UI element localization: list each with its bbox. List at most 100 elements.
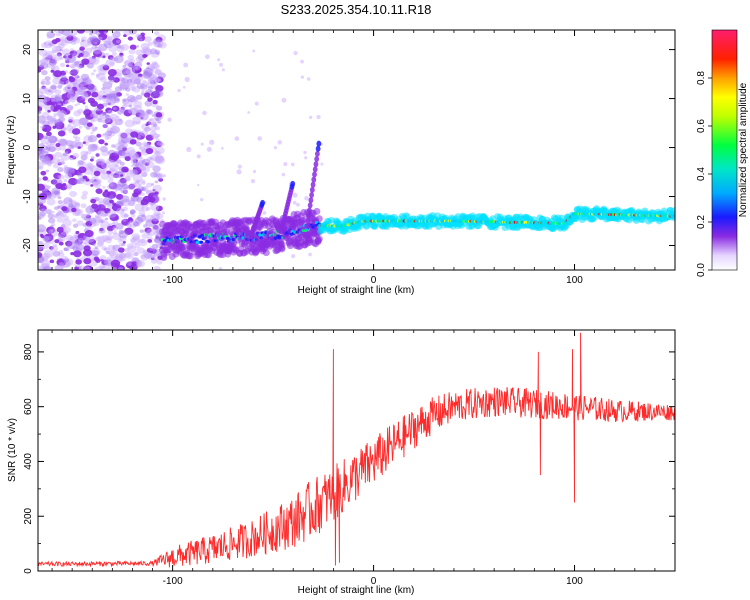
spectrogram-noise-blob [155,156,166,165]
spectrogram-noise-blob [42,252,51,260]
spectrogram-noise-blob [136,223,140,226]
spectrogram-noise-blob [66,91,76,99]
spectrogram-noise-blob [154,146,165,155]
spectrogram-noise-blob [132,116,142,124]
spectrogram-noise-blob [134,66,139,70]
spectrogram-noise-blob [63,247,68,252]
spectrogram-noise-blob [130,209,136,214]
spectrogram-noise-blob [109,250,119,258]
spectrogram-noise-blob [119,252,127,259]
spectrogram-noise-blob [46,198,56,206]
spectrogram-noise-blob [88,32,93,36]
spectrogram-noise-blob [111,51,117,57]
spectrogram-noise-blob [144,126,151,132]
spectrogram-noise-blob [91,38,101,46]
spectrogram-noise-blob [130,237,137,243]
spectrogram-noise-blob [77,232,87,241]
spectrogram-noise-blob [78,64,83,69]
spectrogram-noise-blob [122,98,127,102]
spectrogram-noise-blob [150,121,157,127]
spectrogram-noise-blob [94,266,103,270]
spectrogram-noise-blob [154,39,164,48]
spectrogram-noise-blob [60,40,68,46]
spectrogram-noise-blob [153,210,161,217]
spectrogram-noise-blob [107,75,115,81]
spectrogram-y-tick-label: 0 [22,144,33,150]
spectrogram-track-halo [315,215,323,223]
spectrogram-noise-blob [91,91,99,98]
snr-x-axis-label: Height of straight line (km) [298,585,415,596]
spectrogram-track-core [206,240,211,244]
spectrogram-noise-blob [154,49,161,55]
spectrogram-noise-blob [118,230,128,239]
spectrogram-noise-blob [38,224,47,233]
spectrogram-noise-blob [65,140,74,147]
spectrogram-noise-blob [114,55,124,64]
spectrogram-noise-blob [102,55,106,58]
spectrogram-noise-dot [184,76,190,83]
spectrogram-noise-blob [121,140,127,145]
spectrogram-x-tick-label: 100 [566,275,583,286]
spectrogram-noise-blob [129,211,135,215]
spectrogram-noise-blob [72,62,79,67]
spectrogram-burst-blob [312,166,318,173]
spectrogram-noise-blob [108,96,115,101]
spectrogram-x-tick-label: 0 [371,275,377,286]
spectrogram-noise-blob [111,105,120,112]
spectrogram-noise-blob [134,61,143,68]
spectrogram-noise-blob [40,170,47,176]
spectrogram-noise-blob [139,156,143,159]
spectrogram-noise-blob [72,218,77,223]
spectrogram-noise-dot [196,154,201,159]
spectrogram-noise-blob [53,70,63,78]
spectrogram-noise-blob [96,241,104,248]
spectrogram-noise-blob [51,49,57,54]
spectrogram-noise-blob [42,53,53,62]
spectrogram-noise-blob [97,118,103,123]
spectrogram-noise-blob [156,259,163,265]
spectrogram-noise-blob [46,179,51,183]
spectrogram-noise-blob [129,209,136,215]
spectrogram-noise-blob [75,259,82,265]
spectrogram-noise-blob [102,86,112,94]
spectrogram-noise-blob [101,120,106,124]
spectrogram-noise-blob [43,99,48,103]
spectrogram-noise-blob [45,150,50,154]
spectrogram-noise-blob [142,79,147,84]
spectrogram-noise-blob [83,30,92,34]
spectrogram-noise-blob [135,180,140,184]
spectrogram-noise-blob [127,108,133,114]
spectrogram-noise-blob [70,48,74,52]
spectrogram-noise-blob [117,183,128,191]
spectrogram-noise-blob [150,203,154,207]
spectrogram-noise-blob [50,224,54,228]
spectrogram-noise-blob [43,184,51,191]
spectrogram-noise-blob [38,161,44,169]
spectrogram-noise-dot [254,101,259,106]
spectrogram-noise-blob [142,48,153,56]
spectrogram-noise-blob [83,76,90,82]
spectrogram-noise-blob [132,64,141,71]
spectrogram-noise-blob [114,142,125,151]
spectrogram-noise-blob [147,97,153,102]
spectrogram-noise-blob [78,117,88,126]
spectrogram-noise-blob [55,104,62,110]
spectrogram-noise-blob [53,53,63,61]
spectrogram-noise-blob [92,43,96,46]
spectrogram-noise-blob [107,109,113,115]
spectrogram-noise-blob [136,247,145,254]
spectrogram-noise-blob [145,143,151,148]
spectrogram-noise-blob [61,206,68,212]
spectrogram-noise-blob [123,60,131,66]
spectrogram-noise-blob [138,145,143,149]
spectrogram-noise-blob [61,30,71,36]
spectrogram-noise-blob [124,251,134,259]
spectrogram-noise-blob [140,48,147,54]
spectrogram-noise-blob [152,189,156,192]
spectrogram-noise-dot [277,140,283,145]
spectrogram-noise-blob [149,89,154,93]
spectrogram-noise-blob [153,171,161,178]
spectrogram-noise-blob [55,45,63,52]
spectrogram-noise-blob [58,114,65,119]
